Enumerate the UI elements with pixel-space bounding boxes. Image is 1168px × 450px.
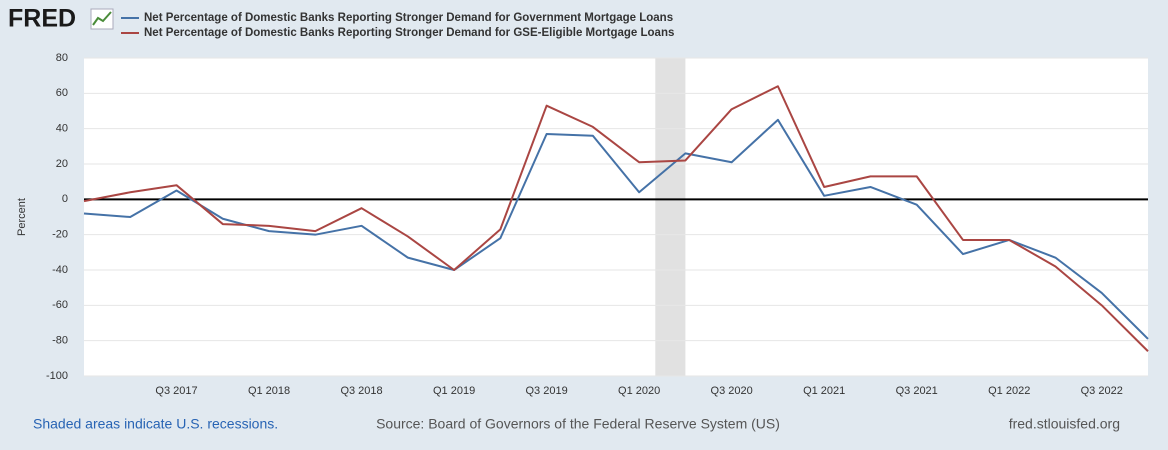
series-line <box>83 85 1149 352</box>
x-tick-label: Q3 2019 <box>526 385 568 397</box>
series-line <box>83 118 1149 340</box>
x-tick-label: Q3 2018 <box>340 385 382 397</box>
y-tick-label: -20 <box>52 229 68 241</box>
x-tick-label: Q3 2020 <box>711 385 753 397</box>
logo[interactable]: FRED <box>8 5 76 33</box>
logo-icon <box>90 8 114 30</box>
recession-note[interactable]: Shaded areas indicate U.S. recessions. <box>33 416 278 432</box>
legend-label: Net Percentage of Domestic Banks Reporti… <box>144 27 674 39</box>
x-tick-label: Q1 2019 <box>433 385 475 397</box>
recession-shade <box>655 58 686 376</box>
site-link[interactable]: fred.stlouisfed.org <box>1009 416 1120 432</box>
y-tick-label: 0 <box>62 193 68 205</box>
y-tick-label: 80 <box>56 52 68 64</box>
y-tick-label: 20 <box>56 158 68 170</box>
x-tick-label: Q3 2022 <box>1081 385 1123 397</box>
x-tick-label: Q1 2022 <box>988 385 1030 397</box>
y-tick-label: -60 <box>52 299 68 311</box>
y-axis-label: Percent <box>16 198 28 236</box>
x-tick-label: Q3 2017 <box>155 385 197 397</box>
x-tick-label: Q3 2021 <box>896 385 938 397</box>
x-tick-label: Q1 2021 <box>803 385 845 397</box>
legend-label: Net Percentage of Domestic Banks Reporti… <box>144 12 673 24</box>
y-tick-label: -100 <box>46 370 68 382</box>
source: Source: Board of Governors of the Federa… <box>376 416 780 432</box>
y-tick-label: -80 <box>52 335 68 347</box>
x-tick-label: Q1 2018 <box>248 385 290 397</box>
y-tick-label: -40 <box>52 264 68 276</box>
y-tick-label: 60 <box>56 87 68 99</box>
y-tick-label: 40 <box>56 123 68 135</box>
x-tick-label: Q1 2020 <box>618 385 660 397</box>
plot-area <box>84 58 1148 376</box>
